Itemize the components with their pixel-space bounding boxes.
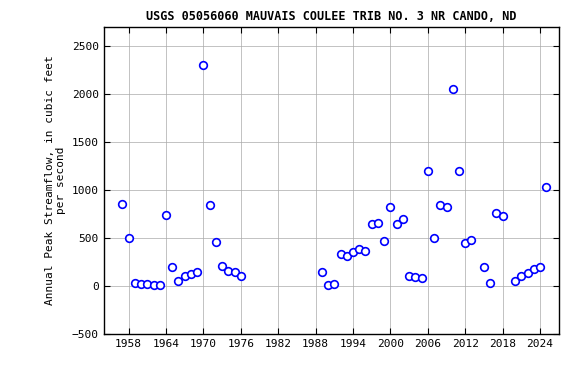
Point <box>205 202 214 209</box>
Point <box>367 220 376 227</box>
Point <box>155 281 164 288</box>
Point <box>355 246 364 252</box>
Point <box>324 281 333 288</box>
Point <box>523 270 532 276</box>
Point <box>536 264 545 270</box>
Point <box>361 248 370 254</box>
Point <box>404 273 414 280</box>
Title: USGS 05056060 MAUVAIS COULEE TRIB NO. 3 NR CANDO, ND: USGS 05056060 MAUVAIS COULEE TRIB NO. 3 … <box>146 10 517 23</box>
Point <box>529 266 539 272</box>
Point <box>161 212 170 218</box>
Point <box>486 280 495 286</box>
Point <box>454 168 464 174</box>
Point <box>187 270 196 276</box>
Point <box>342 253 351 260</box>
Point <box>218 263 227 269</box>
Point <box>373 220 382 226</box>
Point <box>517 273 526 280</box>
Point <box>417 275 426 281</box>
Point <box>143 281 152 287</box>
Point <box>492 210 501 216</box>
Point <box>118 201 127 207</box>
Point <box>137 281 146 287</box>
Point <box>430 235 439 241</box>
Y-axis label: Annual Peak Streamflow, in cubic feet
per second: Annual Peak Streamflow, in cubic feet pe… <box>45 56 66 305</box>
Point <box>211 239 221 245</box>
Point <box>168 264 177 270</box>
Point <box>124 235 133 241</box>
Point <box>541 184 551 190</box>
Point <box>386 204 395 210</box>
Point <box>498 213 507 219</box>
Point <box>174 278 183 284</box>
Point <box>392 220 401 227</box>
Point <box>479 264 488 270</box>
Point <box>223 268 233 274</box>
Point <box>130 280 139 286</box>
Point <box>423 168 433 174</box>
Point <box>467 237 476 243</box>
Point <box>180 273 190 280</box>
Point <box>348 248 358 255</box>
Point <box>230 269 239 275</box>
Point <box>199 62 208 68</box>
Point <box>317 269 327 275</box>
Point <box>149 281 158 288</box>
Point <box>192 269 202 275</box>
Point <box>398 216 407 222</box>
Point <box>442 204 451 210</box>
Point <box>461 240 470 246</box>
Point <box>336 252 345 258</box>
Point <box>448 86 457 92</box>
Point <box>380 238 389 244</box>
Point <box>329 281 339 287</box>
Point <box>435 202 445 209</box>
Point <box>236 273 245 280</box>
Point <box>411 274 420 280</box>
Point <box>510 278 520 284</box>
